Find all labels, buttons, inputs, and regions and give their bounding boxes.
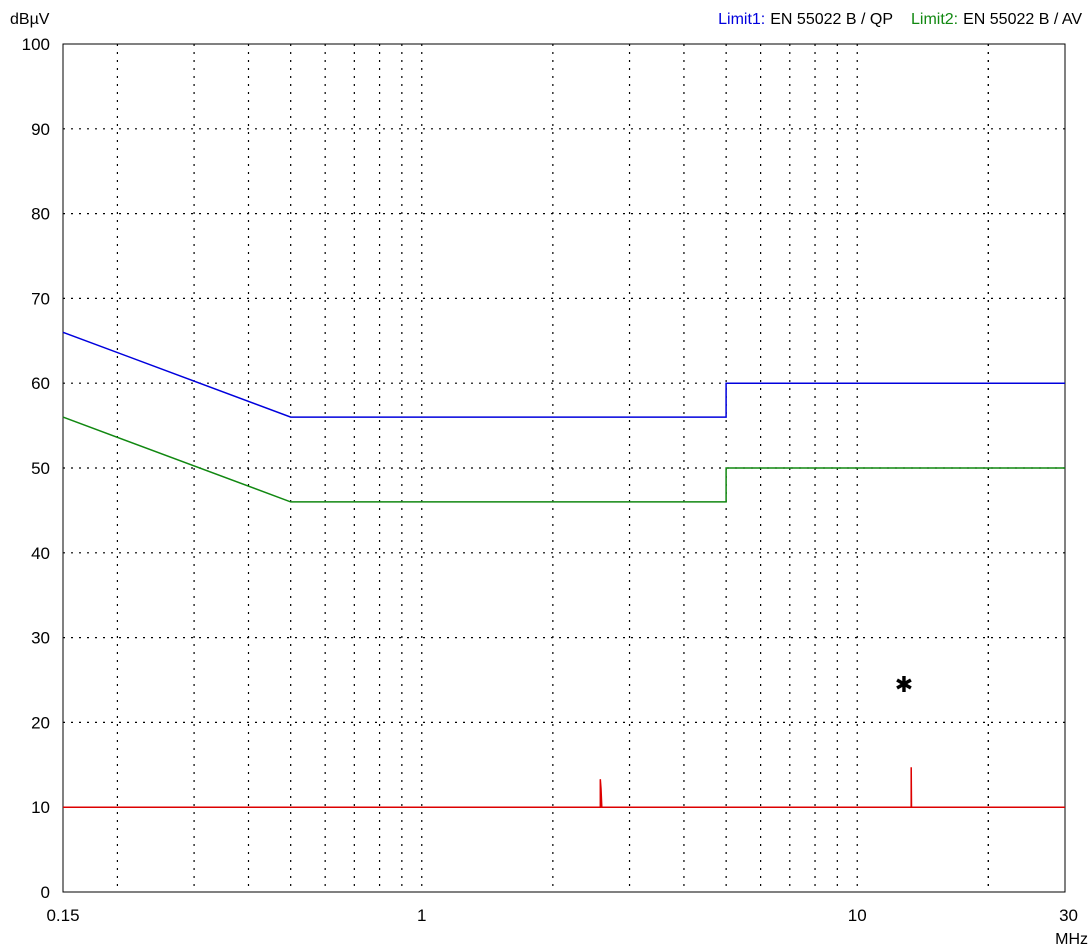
series-line-limit1 (62, 331, 1065, 418)
legend-entry: EN 55022 B / QP (770, 11, 893, 28)
x-tick-label: 1 (417, 906, 426, 925)
y-tick-label: 90 (31, 120, 50, 139)
y-tick-label: 60 (31, 374, 50, 393)
y-tick-label: 80 (31, 205, 50, 224)
x-tick-label: 0.15 (46, 906, 79, 925)
series-line-measurement (63, 767, 1065, 808)
legend-prefix: Limit1: (718, 11, 765, 28)
y-tick-label: 10 (31, 798, 50, 817)
y-tick-label: 100 (22, 35, 50, 54)
x-tick-label: 30 (1059, 906, 1078, 925)
x-axis-ticks: 0.15 1 10 30 (46, 906, 1078, 925)
series-group (62, 331, 1065, 808)
y-tick-label: 0 (41, 883, 50, 902)
peak-marker: ✱ (895, 672, 913, 697)
x-tick-label: 10 (848, 906, 867, 925)
y-tick-label: 70 (31, 289, 50, 308)
markers-group: ✱ (895, 672, 913, 697)
series-line-limit2 (62, 416, 1065, 503)
y-tick-label: 30 (31, 629, 50, 648)
y-unit-label: dBµV (10, 11, 50, 28)
y-tick-label: 50 (31, 459, 50, 478)
legend-prefix: Limit2: (911, 11, 958, 28)
legend: Limit1: EN 55022 B / QP Limit2: EN 55022 B … (718, 11, 1082, 28)
y-tick-label: 20 (31, 713, 50, 732)
x-unit-label: MHz (1055, 931, 1088, 948)
legend-entry: EN 55022 B / AV (963, 11, 1082, 28)
y-tick-label: 40 (31, 544, 50, 563)
legend-text: Limit1: EN 55022 B / QP Limit2: EN 55022 B … (718, 11, 1082, 28)
y-axis-ticks: 0 10 20 30 40 50 60 70 80 90 100 (22, 35, 50, 902)
